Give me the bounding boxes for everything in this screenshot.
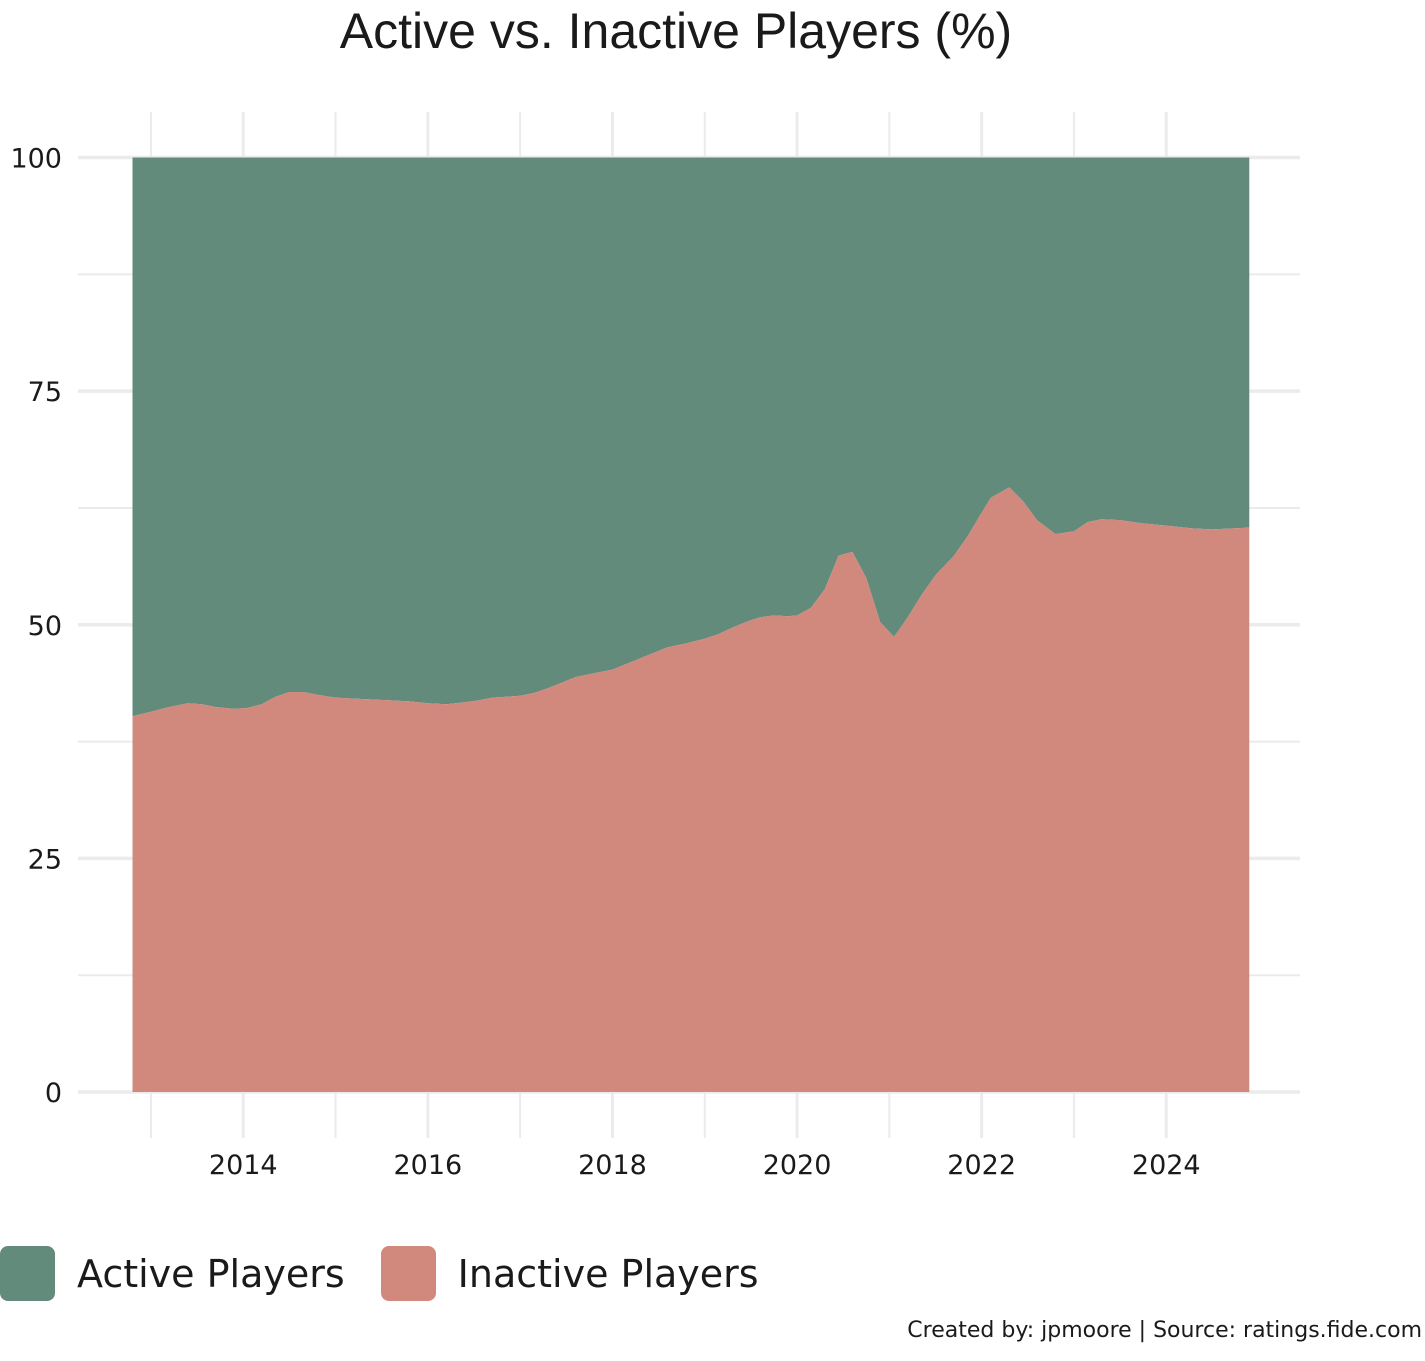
x-tick-label: 2014 bbox=[209, 1150, 278, 1181]
area-active-players bbox=[132, 157, 1250, 717]
legend-swatch-inactive bbox=[380, 1246, 436, 1301]
x-tick-label: 2016 bbox=[394, 1150, 463, 1181]
legend-item-inactive: Inactive Players bbox=[380, 1246, 759, 1301]
legend: Active Players Inactive Players bbox=[0, 1246, 795, 1301]
legend-label-active: Active Players bbox=[77, 1251, 345, 1296]
x-tick-label: 2018 bbox=[578, 1150, 647, 1181]
x-tick-label: 2024 bbox=[1132, 1150, 1201, 1181]
y-axis-ticks: 0 25 50 75 100 bbox=[10, 144, 62, 1110]
legend-item-active: Active Players bbox=[0, 1246, 345, 1301]
y-tick-label: 75 bbox=[28, 377, 62, 408]
y-tick-label: 0 bbox=[45, 1078, 62, 1109]
area-series bbox=[132, 157, 1250, 1092]
legend-swatch-active bbox=[0, 1246, 55, 1301]
x-axis-ticks: 2014 2016 2018 2020 2022 2024 bbox=[209, 1150, 1201, 1181]
legend-label-inactive: Inactive Players bbox=[457, 1251, 759, 1296]
y-tick-label: 50 bbox=[28, 611, 62, 642]
y-tick-label: 100 bbox=[10, 144, 62, 175]
area-inactive-players bbox=[132, 487, 1250, 1092]
chart-caption: Created by: jpmoore | Source: ratings.fi… bbox=[907, 1318, 1422, 1343]
y-tick-label: 25 bbox=[28, 844, 62, 875]
chart-title: Active vs. Inactive Players (%) bbox=[339, 3, 1013, 59]
x-tick-label: 2022 bbox=[947, 1150, 1016, 1181]
x-tick-label: 2020 bbox=[763, 1150, 832, 1181]
